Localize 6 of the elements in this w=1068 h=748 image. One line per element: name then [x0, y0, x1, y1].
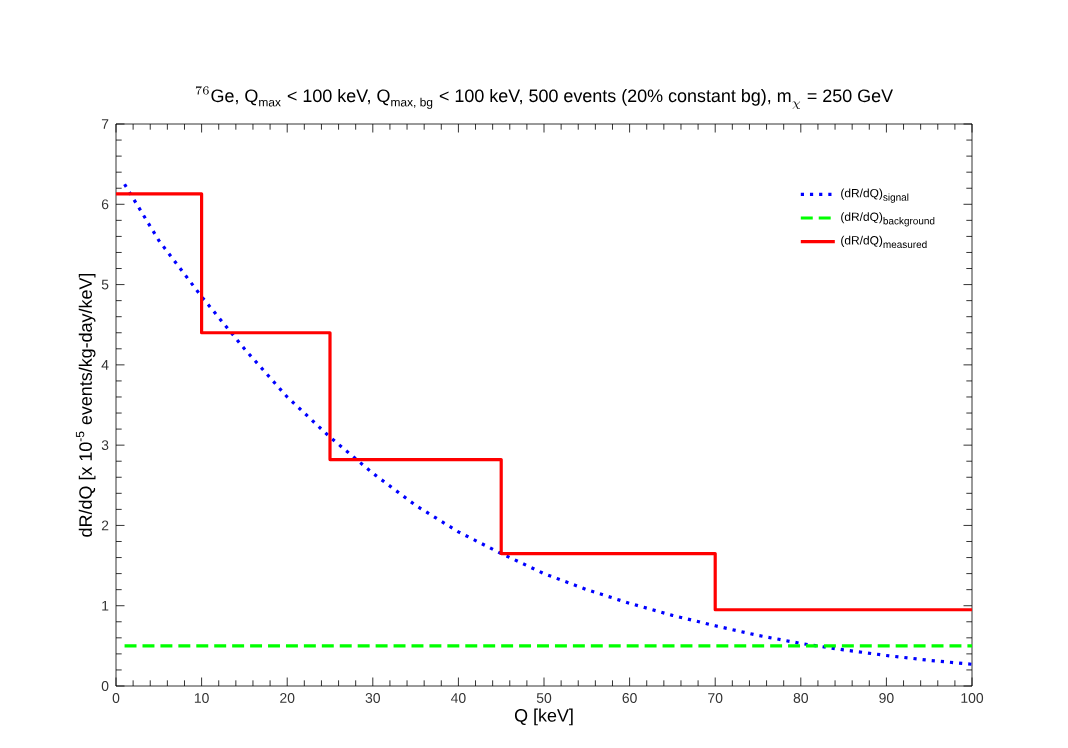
legend-label: $\text{(dR/dQ)}_{\text{measured}}$	[841, 235, 927, 249]
y-axis-title: dR/dQ [x 10$^{-5}$ events/kg-day/keV]	[75, 273, 96, 537]
legend-label: $\text{(dR/dQ)}_{\text{signal}}$	[841, 188, 909, 203]
x-axis-title: Q [keV]	[514, 708, 573, 726]
chart-title: $^{76}\text{Ge, Q}_{\text{max}}\text{ < 100 keV, Q}_{\text{max, bg}}\text{ < 100 keV, 500 events (20\% constant bg), m}_{\chi}\text{ = 250 GeV}$	[195, 86, 893, 110]
legend-label: $\text{(dR/dQ)}_{\text{background}}$	[841, 212, 935, 227]
